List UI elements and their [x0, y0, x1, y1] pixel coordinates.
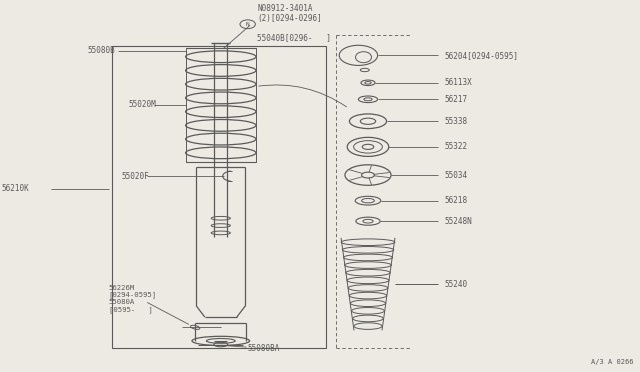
Text: 55080B: 55080B: [88, 46, 115, 55]
Text: 56113X: 56113X: [445, 78, 472, 87]
Text: 55040B[0296-   ]: 55040B[0296- ]: [257, 33, 332, 42]
Text: 56204[0294-0595]: 56204[0294-0595]: [445, 51, 519, 60]
Text: A/3 A 0266: A/3 A 0266: [591, 359, 634, 365]
Text: 55322: 55322: [445, 142, 468, 151]
Text: 55020M: 55020M: [128, 100, 156, 109]
Bar: [112, 46, 326, 348]
Text: 55034: 55034: [445, 170, 468, 180]
Text: 56218: 56218: [445, 196, 468, 205]
Text: 56210K: 56210K: [1, 185, 29, 193]
Text: 55338: 55338: [445, 117, 468, 126]
Bar: [186, 48, 256, 161]
Text: 56217: 56217: [445, 95, 468, 104]
Text: 55080BA: 55080BA: [248, 344, 280, 353]
Text: 56226M
[0294-0595]
55080A
[0595-   ]: 56226M [0294-0595] 55080A [0595- ]: [109, 285, 157, 313]
Text: 55248N: 55248N: [445, 217, 472, 226]
Text: 55020F: 55020F: [122, 171, 149, 181]
Text: N: N: [246, 22, 250, 27]
Text: N08912-3401A
(2)[0294-0296]: N08912-3401A (2)[0294-0296]: [257, 4, 322, 23]
Text: 55240: 55240: [445, 280, 468, 289]
